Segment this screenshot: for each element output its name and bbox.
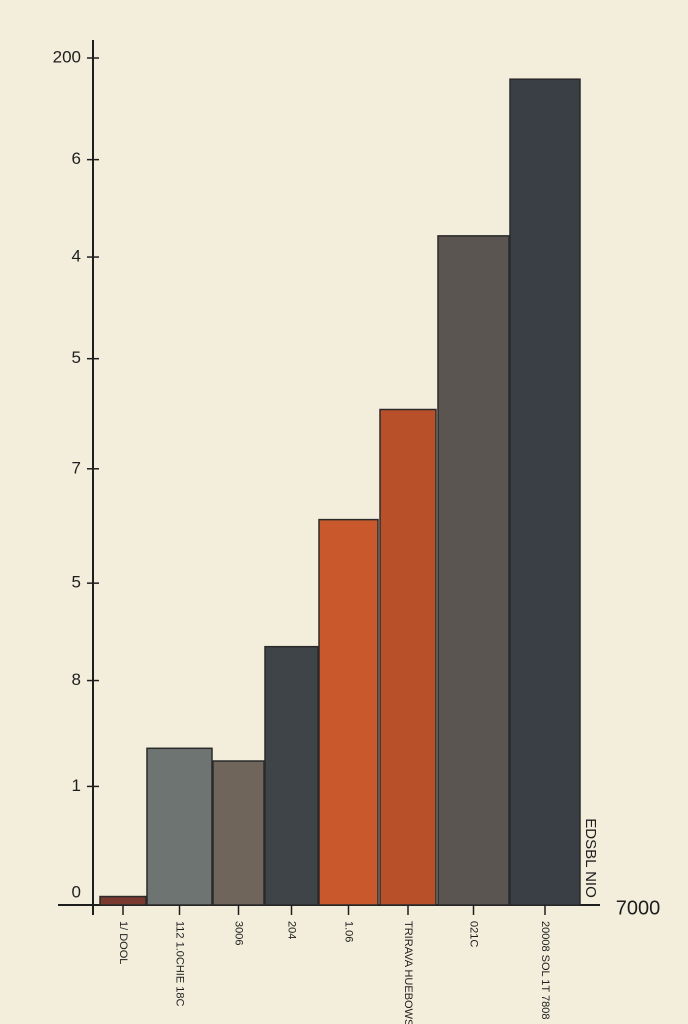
y-tick-label: 4 [72,247,81,266]
bar [212,760,265,906]
y-tick-label: 200 [53,47,81,66]
bar [146,747,213,906]
bar [264,645,319,906]
bar [379,408,437,906]
annotation: EDSBL NIO [582,818,599,897]
y-tick-label: 0 [72,882,81,901]
y-tick-label: 7 [72,458,81,477]
x-tick-label: 3006 [233,921,245,945]
x-tick-label: 204 [286,921,298,939]
y-tick-label: 5 [72,573,81,592]
x-tick-label: 20008 SOL 1T 7808 [539,921,551,1019]
y-tick-label: 8 [72,670,81,689]
annotation: 7000 [616,897,661,919]
x-tick-label: 021C [468,921,480,947]
bar [509,78,581,906]
x-tick-label: 1.06 [343,921,355,942]
x-tick-label: 1/ DOOL [117,921,129,964]
bar [99,895,147,906]
y-tick-label: 6 [72,149,81,168]
y-tick-label: 5 [72,348,81,367]
bar [318,518,379,906]
x-tick-label: 112 1.0CHIE 18C [174,921,186,1006]
y-tick-label: 1 [72,776,81,795]
x-tick-label: TRIRAVA HUEBOWS X00IOO [402,921,414,1024]
bar [437,235,510,906]
